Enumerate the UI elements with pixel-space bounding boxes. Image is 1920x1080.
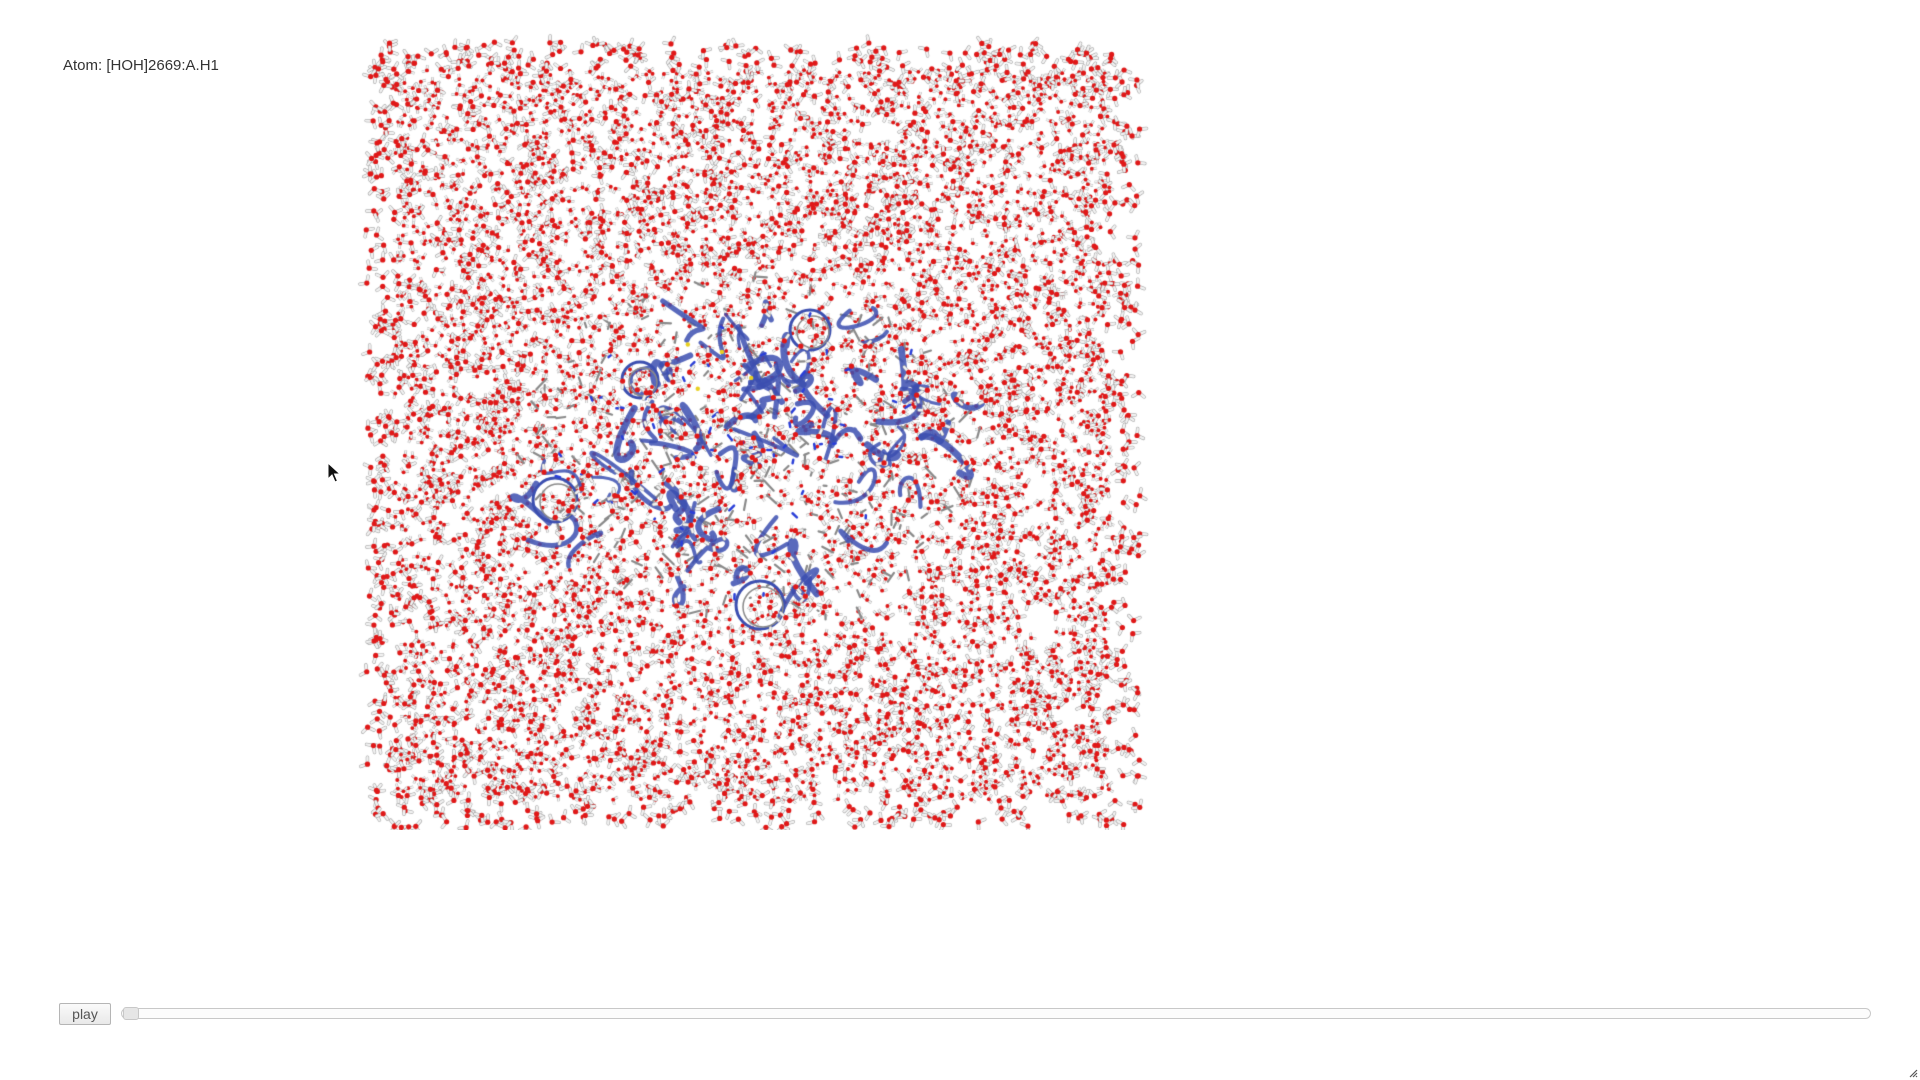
frame-slider[interactable]	[121, 1007, 1871, 1020]
play-button[interactable]: play	[59, 1003, 111, 1025]
arrow-pointer-icon	[327, 462, 341, 483]
trajectory-controls: play	[59, 1003, 1874, 1027]
atom-info-label: Atom: [HOH]2669:A.H1	[63, 57, 219, 74]
slider-handle[interactable]	[123, 1007, 139, 1020]
molecule-canvas[interactable]	[340, 30, 1160, 830]
molecular-viewer[interactable]: Atom: [HOH]2669:A.H1	[0, 0, 1920, 1000]
resize-grip-icon[interactable]	[1908, 1068, 1918, 1078]
